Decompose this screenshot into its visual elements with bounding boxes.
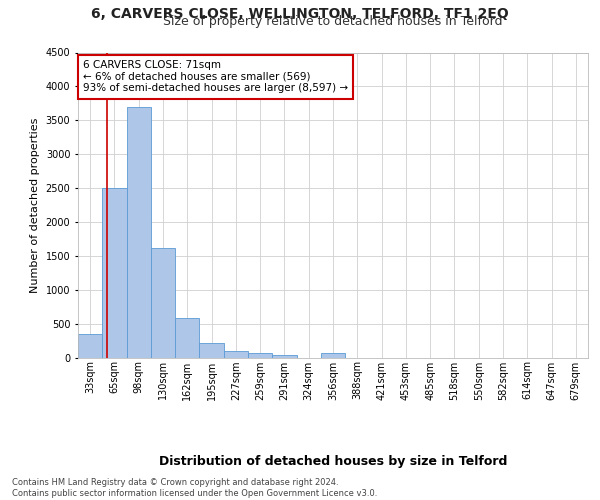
Text: Contains HM Land Registry data © Crown copyright and database right 2024.
Contai: Contains HM Land Registry data © Crown c…: [12, 478, 377, 498]
X-axis label: Distribution of detached houses by size in Telford: Distribution of detached houses by size …: [159, 456, 507, 468]
Bar: [78, 334, 102, 357]
Bar: [151, 248, 175, 358]
Bar: [224, 350, 248, 358]
Bar: [248, 354, 272, 358]
Text: 6, CARVERS CLOSE, WELLINGTON, TELFORD, TF1 2EQ: 6, CARVERS CLOSE, WELLINGTON, TELFORD, T…: [91, 8, 509, 22]
Bar: [321, 354, 345, 358]
Title: Size of property relative to detached houses in Telford: Size of property relative to detached ho…: [163, 14, 503, 28]
Y-axis label: Number of detached properties: Number of detached properties: [30, 118, 40, 292]
Bar: [272, 355, 296, 358]
Bar: [175, 318, 199, 358]
Bar: [127, 106, 151, 358]
Bar: [199, 342, 224, 357]
Bar: [102, 188, 127, 358]
Text: 6 CARVERS CLOSE: 71sqm
← 6% of detached houses are smaller (569)
93% of semi-det: 6 CARVERS CLOSE: 71sqm ← 6% of detached …: [83, 60, 348, 94]
